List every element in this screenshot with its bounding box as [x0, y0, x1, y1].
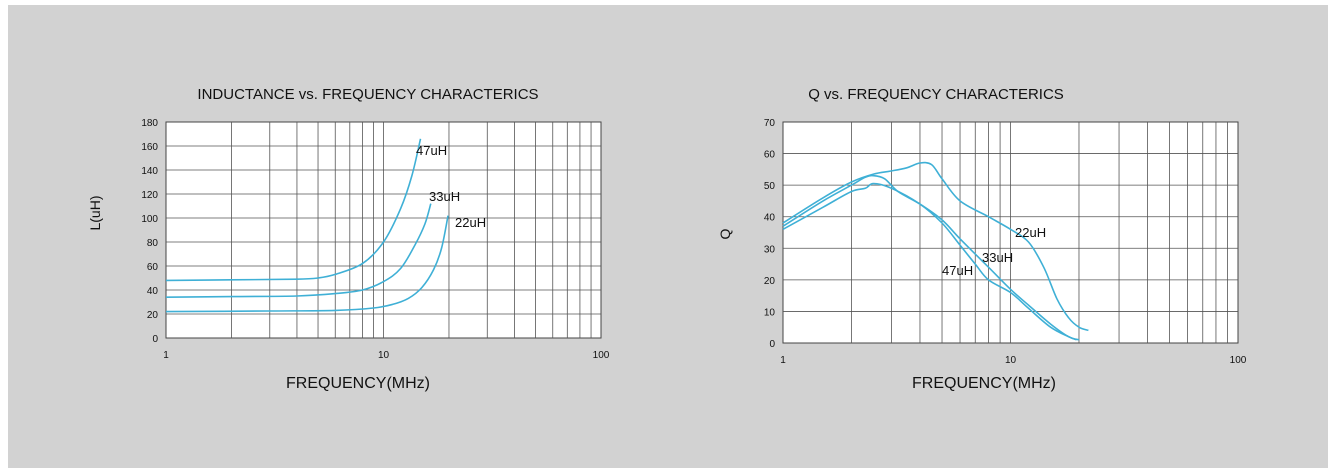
series-line-33uH — [782, 174, 1080, 341]
x-tick-label: 10 — [1005, 355, 1017, 366]
x-tick-label: 1 — [163, 350, 169, 361]
series-label-47uH: 47uH — [416, 143, 447, 158]
figure-panel: INDUCTANCE vs. FREQUENCY CHARACTERICS 0 20… — [8, 5, 1328, 468]
x-tick-label: 100 — [1230, 355, 1247, 366]
y-tick-label: 60 — [147, 262, 159, 273]
y-tick-label: 50 — [764, 181, 776, 192]
y-tick-label: 0 — [152, 334, 158, 345]
y-tick-label: 160 — [141, 142, 158, 153]
chart-title: Q vs. FREQUENCY CHARACTERICS — [808, 86, 1064, 103]
chart-1: INDUCTANCE vs. FREQUENCY CHARACTERICS 0 20… — [87, 86, 610, 392]
y-tick-label: 0 — [769, 339, 775, 350]
series-line-22uH — [782, 161, 1089, 332]
y-tick-label: 120 — [141, 190, 158, 201]
x-axis-label: FREQUENCY(MHz) — [286, 375, 430, 392]
x-tick-label: 1 — [780, 355, 786, 366]
x-axis-label: FREQUENCY(MHz) — [912, 375, 1056, 392]
y-tick-label: 20 — [764, 276, 776, 287]
y-axis-label: L(uH) — [87, 195, 103, 230]
y-tick-label: 30 — [764, 244, 776, 255]
y-tick-label: 20 — [147, 310, 159, 321]
y-tick-label: 80 — [147, 238, 159, 249]
y-tick-label: 140 — [141, 166, 158, 177]
y-tick-label: 10 — [764, 307, 776, 318]
y-tick-label: 180 — [141, 118, 158, 129]
y-tick-label: 100 — [141, 214, 158, 225]
series-label-22uH: 22uH — [455, 215, 486, 230]
series-line-22uH — [165, 215, 449, 313]
series-label-47uH: 47uH — [942, 263, 973, 278]
series-line-47uH — [165, 138, 422, 282]
y-tick-label: 60 — [764, 150, 776, 161]
series-label-33uH: 33uH — [982, 250, 1013, 265]
chart-title: INDUCTANCE vs. FREQUENCY CHARACTERICS — [197, 86, 538, 103]
chart-2: Q vs. FREQUENCY CHARACTERICS 0 10 20 30 40 50 6… — [717, 86, 1247, 392]
y-axis-label: Q — [717, 228, 733, 239]
x-tick-label: 10 — [378, 350, 390, 361]
series-label-33uH: 33uH — [429, 189, 460, 204]
y-tick-label: 40 — [764, 213, 776, 224]
y-tick-label: 70 — [764, 118, 776, 129]
series-line-33uH — [165, 203, 432, 298]
series-line-47uH — [782, 182, 1077, 341]
series-label-22uH: 22uH — [1015, 225, 1046, 240]
y-tick-label: 40 — [147, 286, 159, 297]
x-tick-label: 100 — [593, 350, 610, 361]
charts-canvas: INDUCTANCE vs. FREQUENCY CHARACTERICS 0 20… — [87, 86, 1247, 392]
